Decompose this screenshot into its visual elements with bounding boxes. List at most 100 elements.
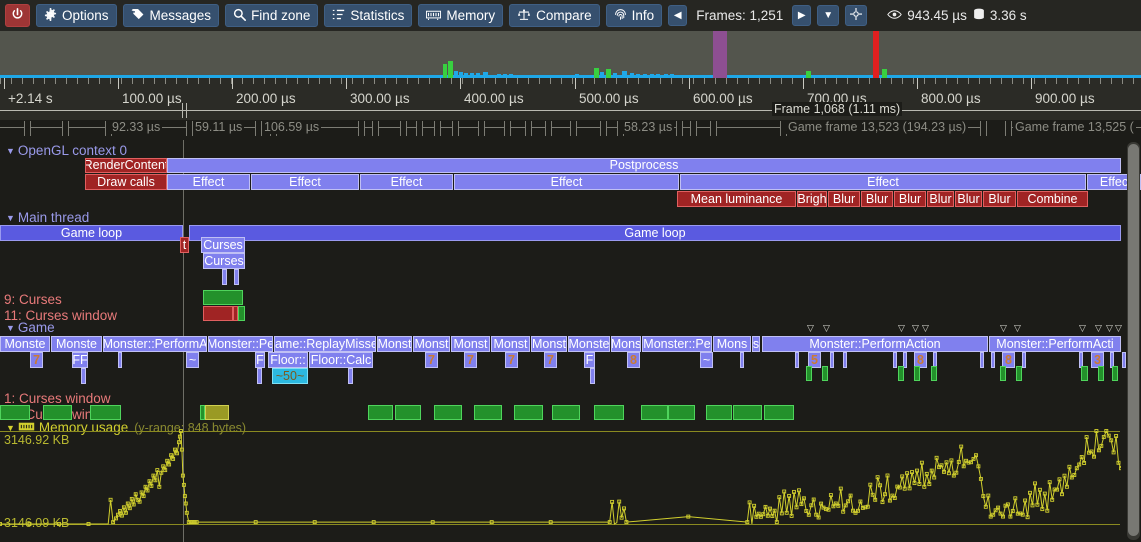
timeline-zone[interactable]: s	[752, 336, 760, 352]
timeline-zone[interactable]: Blur	[927, 191, 954, 207]
lock-bar[interactable]	[368, 405, 393, 420]
collapse-triangle-icon[interactable]: ▼	[6, 213, 15, 224]
timeline-zone[interactable]	[843, 352, 847, 368]
timeline-zone[interactable]	[830, 352, 834, 368]
timeline-zone[interactable]: Effect	[680, 174, 1086, 190]
next-frame-button[interactable]: ▶	[792, 5, 812, 26]
current-frame-bar[interactable]: Frame 1,068 (1.11 ms)	[0, 100, 1141, 120]
timeline-zone[interactable]	[903, 352, 907, 368]
timeline-zone[interactable]: Monst	[531, 336, 567, 352]
lock-bar[interactable]	[733, 405, 762, 420]
vertical-scrollbar[interactable]	[1127, 142, 1140, 540]
options-button[interactable]: Options	[36, 4, 117, 27]
lock-bar[interactable]	[822, 366, 828, 381]
lock-bar[interactable]	[434, 405, 462, 420]
timeline-zone[interactable]: Monster::Pe	[208, 336, 273, 352]
timeline-zone[interactable]: Monst	[377, 336, 412, 352]
lock-bar[interactable]	[233, 306, 238, 321]
timeline-zone[interactable]	[234, 269, 239, 285]
timeline-zone[interactable]: 7	[30, 352, 43, 368]
timeline-zone[interactable]: Curses	[203, 253, 245, 269]
lock-bar[interactable]	[806, 366, 812, 381]
timeline-zone[interactable]: t	[180, 237, 189, 253]
lock-row-label[interactable]: 11: Curses window	[4, 308, 118, 323]
lock-bar[interactable]	[90, 405, 121, 420]
time-ruler[interactable]: +2.14 s 100.00 µs 200.00 µs 300.00 µs 400.00…	[0, 78, 1141, 120]
power-button[interactable]	[5, 4, 30, 27]
lock-bar[interactable]	[706, 405, 732, 420]
lock-bar[interactable]	[594, 405, 624, 420]
timeline-zone[interactable]: Mean luminance	[677, 191, 796, 207]
timeline-zone[interactable]: Effect	[454, 174, 679, 190]
timeline-zone[interactable]: 8	[627, 352, 640, 368]
lock-bar[interactable]	[203, 306, 233, 321]
timeline-zone[interactable]: Monst	[491, 336, 530, 352]
timeline-zone[interactable]	[590, 368, 595, 384]
timeline-zone[interactable]: Monst	[413, 336, 450, 352]
timeline-zone[interactable]: Blur	[983, 191, 1016, 207]
timeline-zone[interactable]: Blur	[828, 191, 860, 207]
lock-bar[interactable]	[1081, 366, 1088, 381]
collapse-triangle-icon[interactable]: ▼	[6, 423, 15, 434]
timeline-zone[interactable]: 3	[1091, 352, 1104, 368]
timeline-zone[interactable]: 8	[1002, 352, 1015, 368]
timeline-zone[interactable]	[81, 368, 86, 384]
timeline-zone[interactable]: Blur	[894, 191, 926, 207]
timeline-zone[interactable]: Postprocess	[167, 158, 1121, 173]
lock-bar[interactable]	[200, 405, 205, 420]
timeline-zone[interactable]: Monst	[451, 336, 490, 352]
timeline-zone[interactable]: ~50~	[272, 368, 308, 384]
timeline-zone[interactable]: Monster::PerformActi	[989, 336, 1121, 352]
timeline-zone[interactable]: 5	[808, 352, 821, 368]
timeline-zone[interactable]: Floor::Calc	[309, 352, 373, 368]
frame-segments-bar[interactable]: 92.33 µs 59.11 µs 106.59 µs 58.23 µs Game fr…	[0, 118, 1141, 140]
timeline-zone[interactable]	[1022, 352, 1026, 368]
lock-bar[interactable]	[1098, 366, 1104, 381]
lock-bar[interactable]	[1016, 366, 1022, 381]
lock-bar[interactable]	[205, 405, 229, 420]
timeline-zone[interactable]: Effect	[251, 174, 359, 190]
timeline-zone[interactable]	[980, 352, 984, 368]
track-header-opengl-context-0[interactable]: ▼ OpenGL context 0	[6, 143, 127, 158]
timeline-view[interactable]: ▼ OpenGL context 0 RenderContent Postproce…	[0, 140, 1141, 542]
frame-set-dropdown[interactable]: ▼	[817, 5, 840, 26]
frame-overview-minimap[interactable]	[0, 31, 1141, 78]
timeline-zone[interactable]	[222, 269, 227, 285]
timeline-zone[interactable]: Game loop	[0, 225, 183, 241]
timeline-zone[interactable]: Monster::Pe	[642, 336, 712, 352]
lock-bar[interactable]	[395, 405, 421, 420]
lock-bar[interactable]	[474, 405, 502, 420]
timeline-zone[interactable]: 7	[464, 352, 477, 368]
timeline-zone[interactable]	[991, 352, 995, 368]
timeline-zone[interactable]: Effect	[360, 174, 453, 190]
timeline-zone[interactable]: F	[255, 352, 265, 368]
statistics-button[interactable]: Statistics	[324, 4, 413, 27]
info-button[interactable]: Info	[605, 4, 663, 27]
lock-bar[interactable]	[641, 405, 668, 420]
collapse-triangle-icon[interactable]: ▼	[6, 146, 15, 157]
timeline-zone[interactable]	[118, 352, 122, 368]
compare-button[interactable]: Compare	[509, 4, 600, 27]
timeline-zone[interactable]	[348, 368, 353, 384]
timeline-zone[interactable]	[740, 352, 744, 368]
timeline-zone[interactable]: 8	[914, 352, 927, 368]
timeline-zone[interactable]: Monste	[0, 336, 50, 352]
timeline-zone[interactable]: RenderContent	[85, 158, 167, 173]
timeline-zone[interactable]: ~	[700, 352, 713, 368]
lock-bar[interactable]	[43, 405, 72, 420]
timeline-zone[interactable]: Blur	[861, 191, 893, 207]
timeline-zone[interactable]: Game loop	[189, 225, 1121, 241]
lock-bar[interactable]	[914, 366, 920, 381]
timeline-zone[interactable]: Combine	[1017, 191, 1088, 207]
track-header-main-thread[interactable]: ▼ Main thread	[6, 210, 89, 225]
timeline-zone[interactable]: Blur	[955, 191, 982, 207]
timeline-zone[interactable]: Draw calls	[85, 174, 167, 190]
lock-bar[interactable]	[668, 405, 695, 420]
timeline-zone[interactable]: Mons	[713, 336, 751, 352]
timeline-zone[interactable]: Curses	[201, 237, 245, 253]
timeline-zone[interactable]: F	[584, 352, 595, 368]
lock-bar[interactable]	[514, 405, 543, 420]
timeline-zone[interactable]: Effect	[167, 174, 250, 190]
timeline-zone[interactable]: Monste	[51, 336, 102, 352]
lock-bar[interactable]	[203, 290, 243, 305]
